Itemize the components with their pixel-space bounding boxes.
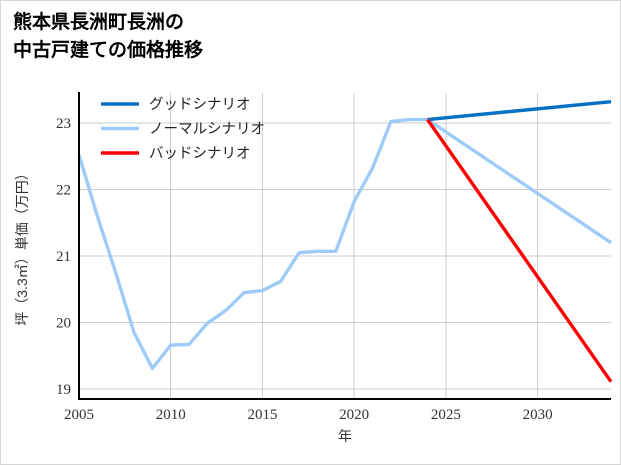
x-axis-tick-labels: 2005 2010 2015 2020 2025 2030 <box>64 407 553 423</box>
y-tick-label: 21 <box>56 249 71 265</box>
y-axis-label: 坪（3.3㎡）単価（万円） <box>14 166 30 325</box>
series-line-bad <box>426 118 613 383</box>
y-tick-label: 23 <box>56 116 71 132</box>
x-tick-label: 2005 <box>64 407 94 423</box>
x-tick-label: 2010 <box>156 407 186 423</box>
y-tick-label: 19 <box>56 382 71 398</box>
x-tick-label: 2015 <box>247 407 277 423</box>
legend-label: グッドシナリオ <box>149 96 251 113</box>
series-line-good <box>427 99 612 122</box>
page-title: 熊本県長洲町長洲の 中古戸建ての価格推移 <box>13 12 204 61</box>
x-tick-label: 2030 <box>523 407 553 423</box>
axis-spines <box>78 92 611 400</box>
y-tick-label: 20 <box>56 316 71 332</box>
x-tick-label: 2025 <box>431 407 461 423</box>
x-axis-label: 年 <box>338 428 352 444</box>
series-line-normal <box>77 117 612 371</box>
series-group <box>77 99 613 383</box>
gridlines-group <box>78 93 611 399</box>
x-tick-label: 2020 <box>339 407 369 423</box>
y-axis-tick-labels: 19 20 21 22 23 <box>56 116 71 398</box>
y-tick-label: 22 <box>56 182 71 198</box>
legend-label: ノーマルシナリオ <box>149 122 265 138</box>
legend-label: バッドシナリオ <box>149 146 251 162</box>
